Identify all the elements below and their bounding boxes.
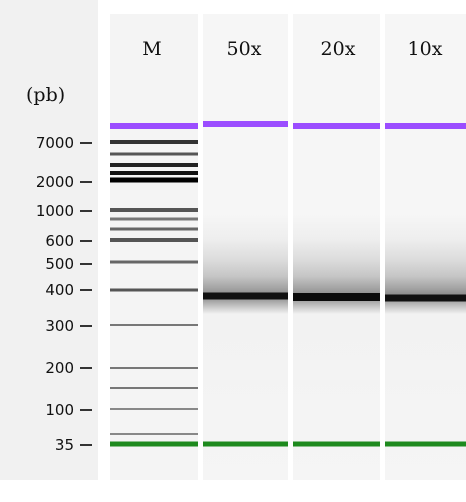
lane-ladder [110, 14, 198, 480]
size-label-7000: 7000 [35, 134, 74, 152]
lower-marker-band [203, 441, 288, 447]
size-tick [80, 325, 92, 327]
size-tick [80, 263, 92, 265]
upper-marker-band [293, 123, 380, 129]
unit-label: (pb) [26, 84, 66, 106]
ladder-band-300 [110, 324, 198, 326]
lane-sample-20x [293, 14, 380, 480]
ladder-band-400 [110, 288, 198, 292]
lane-label-10x: 10x [407, 38, 443, 60]
size-label-2000: 2000 [35, 173, 74, 191]
ladder-band [110, 217, 198, 221]
size-label-300: 300 [45, 317, 74, 335]
size-label-500: 500 [45, 255, 74, 273]
ladder-band [110, 433, 198, 435]
product-band [385, 294, 466, 302]
ladder-band [110, 171, 198, 175]
lower-marker-band [110, 441, 198, 447]
ladder-band-100 [110, 408, 198, 410]
size-tick [80, 181, 92, 183]
upper-marker-band [110, 123, 198, 129]
ladder-band-200 [110, 367, 198, 369]
ladder-band [110, 152, 198, 156]
upper-marker-band [203, 121, 288, 127]
ladder-band-600 [110, 238, 198, 242]
lower-marker-band [385, 441, 466, 447]
lane-sample-10x [385, 14, 466, 480]
ladder-band [110, 387, 198, 389]
ladder-band [110, 163, 198, 167]
size-label-35: 35 [54, 436, 74, 454]
size-tick [80, 409, 92, 411]
ladder-band-1000 [110, 208, 198, 212]
lower-marker-band [293, 441, 380, 447]
lane-label-20x: 20x [320, 38, 356, 60]
product-band [203, 292, 288, 300]
size-tick [80, 142, 92, 144]
size-label-600: 600 [45, 232, 74, 250]
size-tick [80, 240, 92, 242]
lane-label-50x: 50x [226, 38, 262, 60]
product-band [293, 293, 380, 301]
size-tick [80, 289, 92, 291]
upper-marker-band [385, 123, 466, 129]
ladder-band [110, 227, 198, 231]
size-tick [80, 367, 92, 369]
ladder-band-2000 [110, 177, 198, 183]
size-tick [80, 444, 92, 446]
ladder-band-7000 [110, 140, 198, 144]
lane-label-m: M [142, 38, 162, 60]
size-label-100: 100 [45, 401, 74, 419]
lane-sample-50x [203, 14, 288, 480]
ladder-band-500 [110, 260, 198, 264]
size-tick [80, 210, 92, 212]
size-label-200: 200 [45, 359, 74, 377]
size-label-400: 400 [45, 281, 74, 299]
size-label-1000: 1000 [35, 202, 74, 220]
